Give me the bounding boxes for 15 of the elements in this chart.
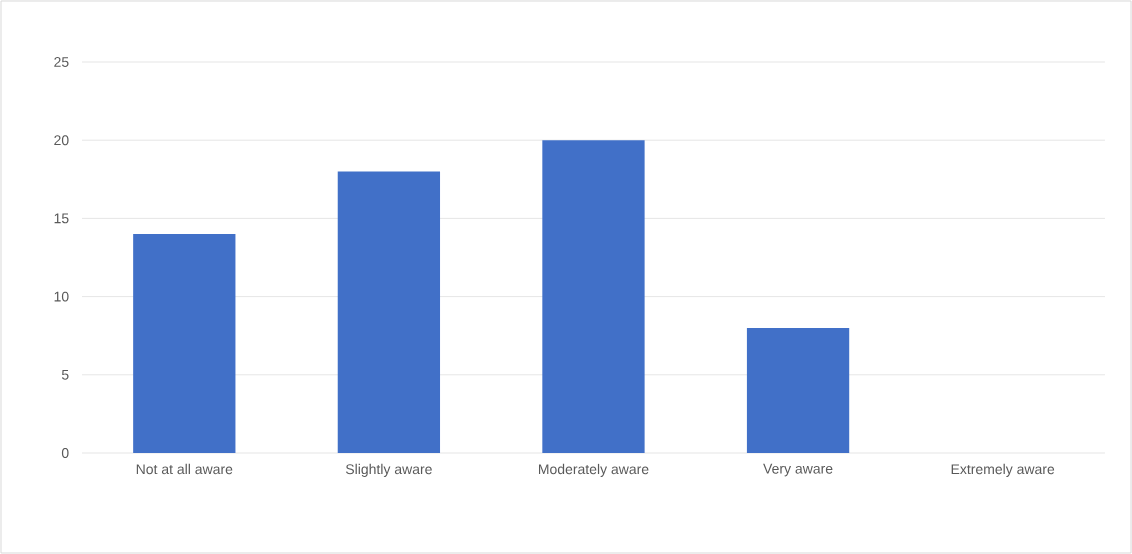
bar <box>746 327 850 453</box>
x-tick-label: Very aware <box>763 463 833 477</box>
y-tick-label: 15 <box>54 213 69 224</box>
bar <box>133 234 236 453</box>
x-tick-label: Extremely aware <box>951 463 1055 477</box>
bar <box>542 140 645 453</box>
x-tick-label: Slightly aware <box>345 463 432 477</box>
y-tick-label: 25 <box>54 57 69 67</box>
y-tick-label: 10 <box>54 291 69 302</box>
x-tick-label: Moderately aware <box>538 463 649 477</box>
y-tick-label: 20 <box>54 135 69 146</box>
x-tick-label: Not at all aware <box>136 463 233 475</box>
y-tick-label: 0 <box>61 448 69 458</box>
bar <box>337 171 441 453</box>
y-tick-label: 5 <box>61 369 69 380</box>
